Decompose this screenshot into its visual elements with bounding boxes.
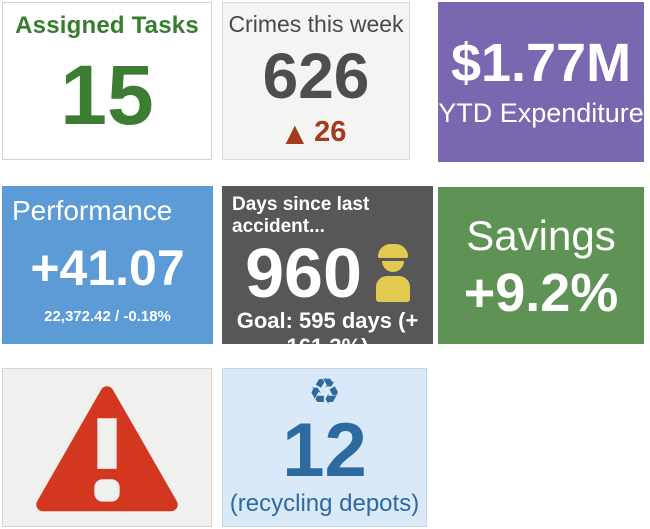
performance-value: +41.07 (30, 240, 185, 296)
indicator-days-since-accident: Days since last accident... 960 Goal: 59… (222, 186, 433, 359)
indicator-ytd-expenditure: $1.77M YTD Expenditure (438, 2, 644, 162)
recycling-label: (recycling depots) (229, 490, 420, 517)
crimes-delta: ▲ 26 (286, 116, 347, 149)
savings-value: +9.2% (463, 262, 619, 323)
indicator-assigned-tasks: Assigned Tasks 15 (2, 2, 212, 160)
warning-triangle-icon (36, 385, 178, 511)
safety-title: Days since last accident... (232, 194, 370, 237)
assigned-tasks-title: Assigned Tasks (15, 12, 199, 39)
crimes-delta-value: 26 (314, 116, 347, 148)
expenditure-value: $1.77M (450, 32, 632, 93)
expenditure-label: YTD Expenditure (438, 97, 644, 128)
performance-detail: 22,372.42 / -0.18% (44, 308, 171, 325)
indicator-crimes-this-week: Crimes this week 626 ▲ 26 (222, 2, 410, 160)
crimes-value: 626 (262, 40, 370, 112)
safety-value: 960 (245, 234, 362, 312)
assigned-tasks-value: 15 (60, 47, 154, 142)
safety-goal: Goal: 595 days (+ 161.3%) (236, 308, 419, 359)
recycle-icon: ♻ (308, 372, 341, 413)
indicator-alert (2, 368, 212, 527)
up-arrow-icon: ▲ (285, 118, 305, 147)
recycling-value: 12 (282, 407, 367, 493)
indicator-performance: Performance +41.07 22,372.42 / -0.18% (2, 186, 213, 344)
worker-person-icon (375, 244, 410, 302)
safety-value-row: 960 (232, 238, 423, 308)
indicator-savings: Savings +9.2% (438, 187, 644, 344)
savings-title: Savings (466, 211, 616, 259)
indicator-recycling-depots: ♻ 12 (recycling depots) (222, 368, 427, 527)
performance-title: Performance (12, 195, 173, 226)
crimes-title: Crimes this week (228, 11, 404, 37)
